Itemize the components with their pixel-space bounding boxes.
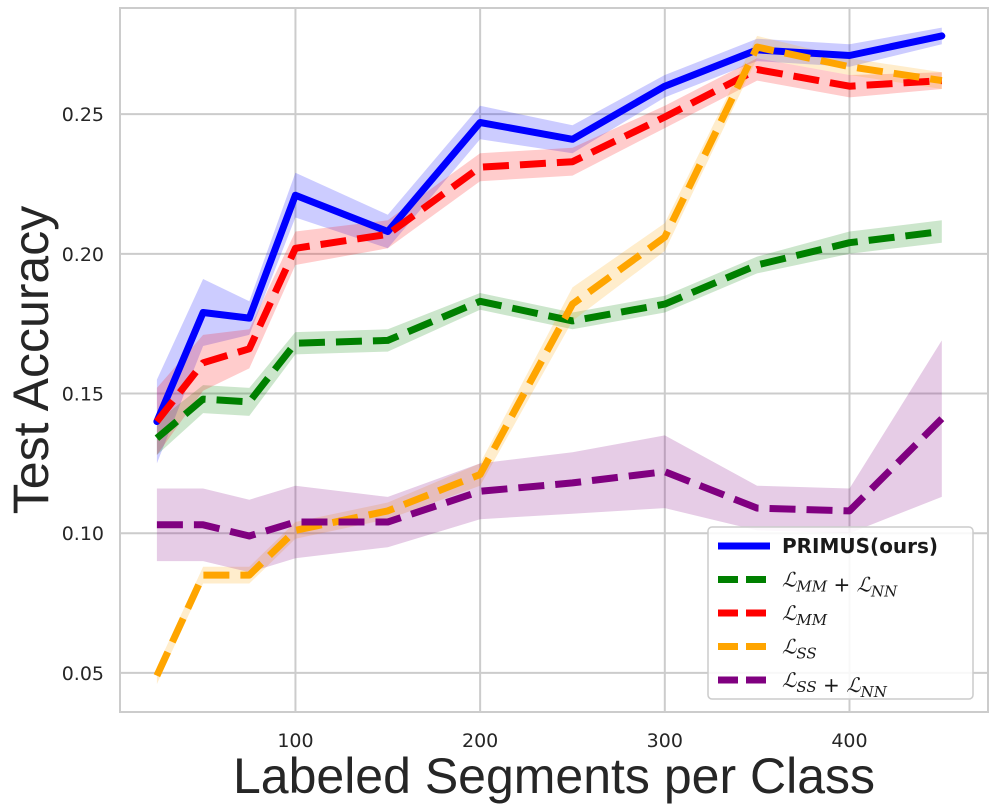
- legend-subscript: MM: [795, 611, 827, 629]
- legend-subscript: NN: [870, 583, 898, 601]
- legend-symbol: ℒ: [846, 673, 861, 697]
- legend-box: [707, 526, 974, 700]
- x-tick-label: 100: [277, 730, 313, 752]
- legend-plus: +: [817, 673, 846, 697]
- legend-label: ℒSS + ℒNN: [782, 668, 888, 701]
- legend-plus: +: [827, 573, 856, 597]
- series-line: [153, 43, 943, 678]
- y-tick-label: 0.10: [62, 523, 104, 545]
- error-band: [156, 58, 942, 456]
- x-tick-label: 200: [462, 730, 498, 752]
- legend-label: ℒMM: [782, 601, 828, 629]
- y-tick-label: 0.20: [62, 244, 104, 266]
- x-axis-title: Labeled Segments per Class: [233, 748, 875, 804]
- legend-subscript: MM: [795, 578, 827, 596]
- legend-symbol: ℒ: [782, 601, 797, 625]
- series-lines: [153, 32, 946, 678]
- legend-subscript: SS: [796, 645, 816, 663]
- tick-labels: 100 200 300 400 0.05 0.10 0.15 0.20 0.25: [62, 104, 868, 752]
- legend-label: ℒSS: [782, 635, 817, 663]
- y-axis-title: Test Accuracy: [3, 206, 59, 514]
- legend-subscript: SS: [796, 678, 816, 696]
- legend-symbol: ℒ: [782, 635, 797, 659]
- error-band: [156, 220, 942, 455]
- legend-symbol: ℒ: [782, 568, 797, 592]
- error-band: [156, 340, 942, 573]
- legend-label: PRIMUS(ours): [782, 534, 938, 558]
- series-line: [156, 416, 945, 540]
- y-tick-label: 0.05: [62, 663, 104, 685]
- x-tick-label: 400: [831, 730, 867, 752]
- x-tick-label: 300: [647, 730, 683, 752]
- legend-label: ℒMM + ℒNN: [782, 568, 898, 601]
- y-tick-label: 0.25: [62, 104, 104, 126]
- legend-symbol: ℒ: [857, 573, 872, 597]
- series-line: [154, 228, 943, 441]
- y-tick-label: 0.15: [62, 384, 104, 406]
- legend-subscript: NN: [860, 683, 888, 701]
- legend-symbol: ℒ: [782, 668, 797, 692]
